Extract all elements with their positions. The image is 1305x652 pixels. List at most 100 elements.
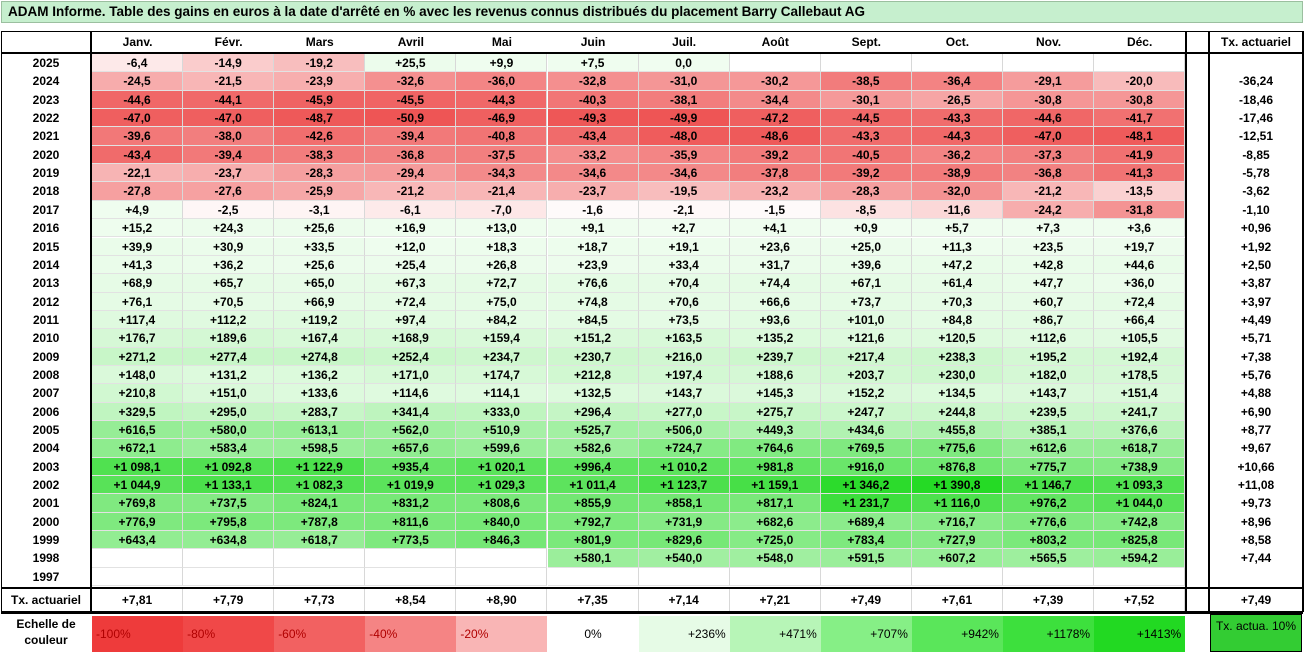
table-divider xyxy=(1,52,1303,54)
gain-cell: +329,5 xyxy=(92,402,184,421)
gain-cell: +36,0 xyxy=(1094,274,1186,293)
gain-cell: -1,5 xyxy=(729,200,821,220)
gain-cell: +1 116,0 xyxy=(911,494,1003,513)
footer-tx-cell: +7,73 xyxy=(274,589,366,612)
gain-cell: +1 092,8 xyxy=(183,457,275,477)
month-header: Juin xyxy=(580,35,606,49)
gain-cell: +769,8 xyxy=(92,494,184,513)
gain-cell: +65,0 xyxy=(274,274,366,293)
gain-cell: +916,0 xyxy=(820,457,912,477)
gain-cell: +613,1 xyxy=(274,421,366,440)
gain-cell: -32,0 xyxy=(911,182,1003,201)
gain-cell: +74,4 xyxy=(729,274,821,293)
gain-cell: -14,9 xyxy=(183,54,275,73)
gain-cell: +70,3 xyxy=(911,292,1003,311)
gain-cell: +1 390,8 xyxy=(911,476,1003,495)
legend-swatch: -80% xyxy=(183,616,275,652)
gain-cell: -21,4 xyxy=(456,182,548,201)
year-label: 2018 xyxy=(32,184,60,199)
gain-cell: +120,5 xyxy=(911,329,1003,348)
gain-cell: +86,7 xyxy=(1003,310,1095,330)
legend-swatch: -20% xyxy=(456,616,548,652)
gain-cell: +817,1 xyxy=(729,494,821,513)
gain-cell: -44,1 xyxy=(183,90,275,110)
gain-cell: +1 029,3 xyxy=(456,476,548,495)
gain-cell: +776,6 xyxy=(1003,512,1095,532)
gain-cell: +803,2 xyxy=(1003,531,1095,550)
gain-cell: -39,4 xyxy=(183,145,275,165)
gain-cell: -48,6 xyxy=(729,127,821,146)
year-label: 2015 xyxy=(32,239,60,254)
gain-cell: -38,9 xyxy=(911,164,1003,183)
gain-cell: +151,2 xyxy=(547,329,639,348)
year-label: 2004 xyxy=(32,441,60,456)
gain-cell: -28,3 xyxy=(274,164,366,183)
gain-cell: -46,9 xyxy=(456,109,548,128)
gain-cell: +689,4 xyxy=(820,512,912,532)
gain-cell: +643,4 xyxy=(92,531,184,550)
gain-cell: +70,4 xyxy=(638,274,730,293)
tx-actuariel-value: +5,76 xyxy=(1240,367,1272,382)
gain-cell: +112,6 xyxy=(1003,329,1095,348)
year-label: 2009 xyxy=(32,349,60,364)
gain-cell: +112,2 xyxy=(183,310,275,330)
gain-cell: +84,5 xyxy=(547,310,639,330)
tx-actuariel-value: +10,66 xyxy=(1237,459,1275,474)
gain-cell: +831,2 xyxy=(365,494,457,513)
gain-cell: +5,7 xyxy=(911,219,1003,238)
gain-cell: +1 098,1 xyxy=(92,457,184,477)
gain-cell: +277,4 xyxy=(183,347,275,366)
gain-cell: -32,6 xyxy=(365,72,457,91)
gain-cell: +36,2 xyxy=(183,255,275,275)
gain-cell: +776,9 xyxy=(92,512,184,532)
gain-cell: +591,5 xyxy=(820,549,912,568)
gain-cell: -47,2 xyxy=(729,109,821,128)
gain-cell: -47,0 xyxy=(183,109,275,128)
gain-cell: +341,4 xyxy=(365,402,457,421)
gain-cell: +562,0 xyxy=(365,421,457,440)
gain-cell: +769,5 xyxy=(820,439,912,458)
gain-cell: +244,8 xyxy=(911,402,1003,421)
gain-cell: +616,5 xyxy=(92,421,184,440)
gain-cell: +580,0 xyxy=(183,421,275,440)
gain-cell: +1 146,7 xyxy=(1003,476,1095,495)
gain-cell: -34,4 xyxy=(729,90,821,110)
gain-cell: +1 133,1 xyxy=(183,476,275,495)
legend-swatch: -100% xyxy=(92,616,184,652)
tx-actuariel-value: -5,78 xyxy=(1242,166,1270,181)
gain-cell: +742,8 xyxy=(1094,512,1186,532)
gain-cell: +275,7 xyxy=(729,402,821,421)
legend-swatch: +236% xyxy=(638,616,730,652)
gain-cell: +737,5 xyxy=(183,494,275,513)
gain-cell: -13,5 xyxy=(1094,182,1186,201)
legend-swatch: -60% xyxy=(274,616,366,652)
gain-cell: +152,2 xyxy=(820,384,912,403)
gain-cell: -38,5 xyxy=(820,72,912,91)
footer-tx-cell: +7,52 xyxy=(1094,589,1186,612)
footer-tx-cell: +7,81 xyxy=(92,589,184,612)
gain-cell xyxy=(92,549,184,568)
gain-cell: +31,7 xyxy=(729,255,821,275)
tx-actuariel-value: +7,44 xyxy=(1240,551,1272,566)
gain-cell: -34,3 xyxy=(456,164,548,183)
year-label: 2024 xyxy=(32,74,60,89)
gain-cell: -48,7 xyxy=(274,109,366,128)
gain-cell: +25,0 xyxy=(820,237,912,256)
gain-cell: -43,4 xyxy=(92,145,184,165)
gain-cell: -44,5 xyxy=(820,109,912,128)
gain-cell: +1 019,9 xyxy=(365,476,457,495)
gain-cell: -33,2 xyxy=(547,145,639,165)
gain-cell xyxy=(1094,54,1186,73)
year-label: 2019 xyxy=(32,166,60,181)
legend-swatch: +707% xyxy=(820,616,912,652)
gain-cell: +657,6 xyxy=(365,439,457,458)
tx-actuariel-value: +1,92 xyxy=(1240,239,1272,254)
gain-cell: -8,5 xyxy=(820,200,912,220)
gain-cell: -43,3 xyxy=(911,109,1003,128)
table-divider xyxy=(1,587,1303,590)
footer-tx-cell: +7,79 xyxy=(183,589,275,612)
month-header: Mai xyxy=(491,35,512,49)
gain-cell: -32,8 xyxy=(547,72,639,91)
gain-cell: +1 122,9 xyxy=(274,457,366,477)
gain-cell: +618,7 xyxy=(1094,439,1186,458)
